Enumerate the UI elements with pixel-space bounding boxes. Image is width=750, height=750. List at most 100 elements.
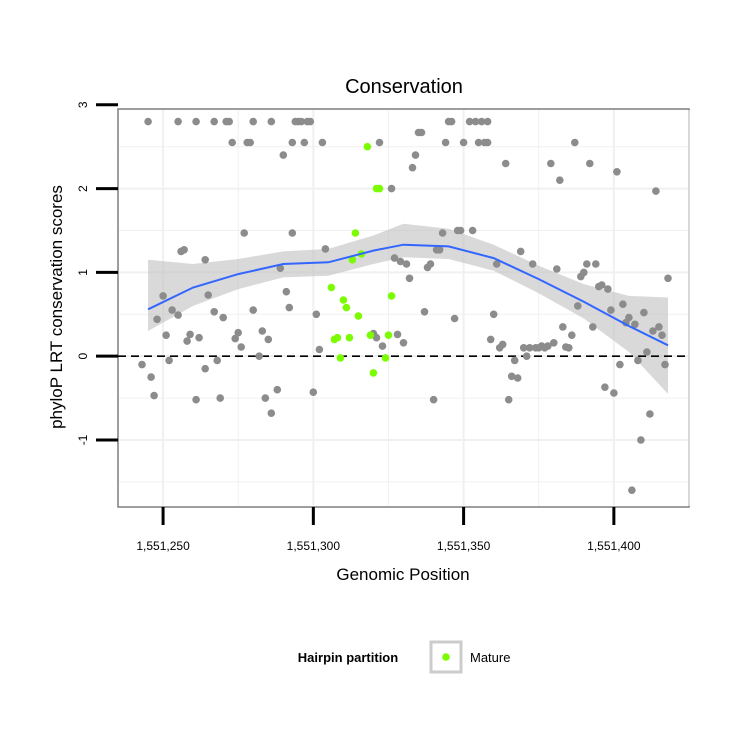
data-point: [616, 360, 624, 369]
x-tick-label: 1,551,350: [437, 539, 491, 553]
data-point: [288, 229, 297, 237]
data-point: [285, 303, 294, 312]
data-point: [501, 159, 510, 168]
data-point: [396, 257, 405, 266]
data-point: [312, 310, 321, 319]
data-point: [598, 281, 606, 289]
data-point: [192, 117, 200, 126]
data-point: [210, 308, 218, 316]
data-point: [393, 330, 402, 339]
data-point: [282, 287, 291, 296]
data-point: [321, 245, 330, 253]
data-point: [372, 333, 381, 342]
data-point: [309, 388, 318, 397]
data-point: [213, 356, 221, 365]
data-point: [435, 246, 444, 254]
data-point: [180, 246, 188, 254]
data-point: [471, 117, 480, 126]
data-point: [465, 117, 474, 126]
data-point: [144, 117, 152, 126]
smooth-trend-line: [147, 243, 669, 347]
data-point: [405, 274, 414, 283]
data-point: [411, 151, 420, 159]
x-axis: 1,551,250 1,551,300 1,551,350 1,551,400: [136, 507, 641, 553]
data-point: [234, 328, 242, 337]
data-point: [504, 395, 513, 404]
data-point: [556, 176, 564, 184]
y-tick-label: 2: [76, 185, 90, 192]
data-point: [300, 138, 309, 147]
data-point: [610, 389, 618, 397]
data-point: [574, 302, 582, 310]
data-point: [165, 356, 173, 365]
data-point: [216, 394, 224, 402]
data-point: [592, 260, 600, 268]
data-point: [306, 117, 315, 126]
data-point: [159, 292, 167, 300]
mature-point: [336, 354, 345, 362]
data-point: [607, 306, 615, 314]
mature-point: [384, 331, 393, 340]
data-point: [652, 187, 660, 195]
data-point: [619, 300, 627, 309]
mature-point: [327, 283, 336, 292]
data-point: [601, 383, 609, 392]
data-point: [634, 356, 642, 365]
data-point: [559, 323, 567, 331]
data-point: [550, 339, 558, 347]
data-point: [378, 342, 387, 350]
data-point: [318, 138, 327, 147]
mature-point: [387, 292, 396, 300]
data-point: [279, 151, 288, 159]
data-point: [162, 331, 170, 340]
data-point: [441, 138, 450, 147]
legend-title: Hairpin partition: [298, 650, 398, 665]
data-point: [399, 339, 408, 347]
y-tick-label: 3: [76, 101, 90, 108]
data-point: [210, 117, 218, 126]
data-point: [571, 138, 579, 147]
data-point: [183, 337, 191, 345]
mature-point: [363, 142, 372, 151]
y-axis-title: phyloP LRT conservation scores: [47, 185, 66, 429]
data-point: [649, 327, 657, 335]
data-point: [201, 255, 209, 264]
data-point: [204, 291, 212, 299]
data-point: [486, 335, 495, 344]
legend: Hairpin partition Mature: [298, 640, 510, 674]
y-tick-label: -1: [76, 434, 90, 445]
y-tick-label: 1: [76, 269, 90, 276]
data-point: [387, 184, 396, 193]
data-point: [246, 138, 254, 147]
data-point: [456, 226, 465, 235]
data-point: [150, 391, 158, 400]
data-point: [168, 306, 176, 314]
data-point: [474, 138, 483, 147]
chart-title: Conservation: [345, 76, 463, 98]
x-tick-label: 1,551,400: [587, 539, 641, 553]
data-point: [255, 352, 263, 361]
data-point: [201, 364, 209, 373]
data-point: [613, 168, 621, 176]
data-point: [267, 117, 276, 126]
data-point: [297, 117, 306, 126]
data-point: [492, 260, 501, 268]
data-point: [655, 323, 663, 331]
y-tick-label: 0: [76, 353, 90, 360]
data-point: [661, 360, 669, 369]
data-point: [153, 315, 161, 324]
data-point: [637, 436, 645, 444]
data-point: [483, 138, 492, 147]
data-point: [646, 410, 654, 418]
x-axis-title: Genomic Position: [336, 565, 469, 584]
data-point: [483, 117, 492, 126]
data-point: [568, 331, 576, 340]
mature-point: [354, 312, 363, 320]
data-point: [249, 117, 257, 126]
data-point: [228, 138, 236, 147]
data-point: [375, 138, 384, 147]
data-point: [147, 373, 155, 381]
data-point: [589, 323, 597, 331]
data-point: [240, 229, 248, 237]
